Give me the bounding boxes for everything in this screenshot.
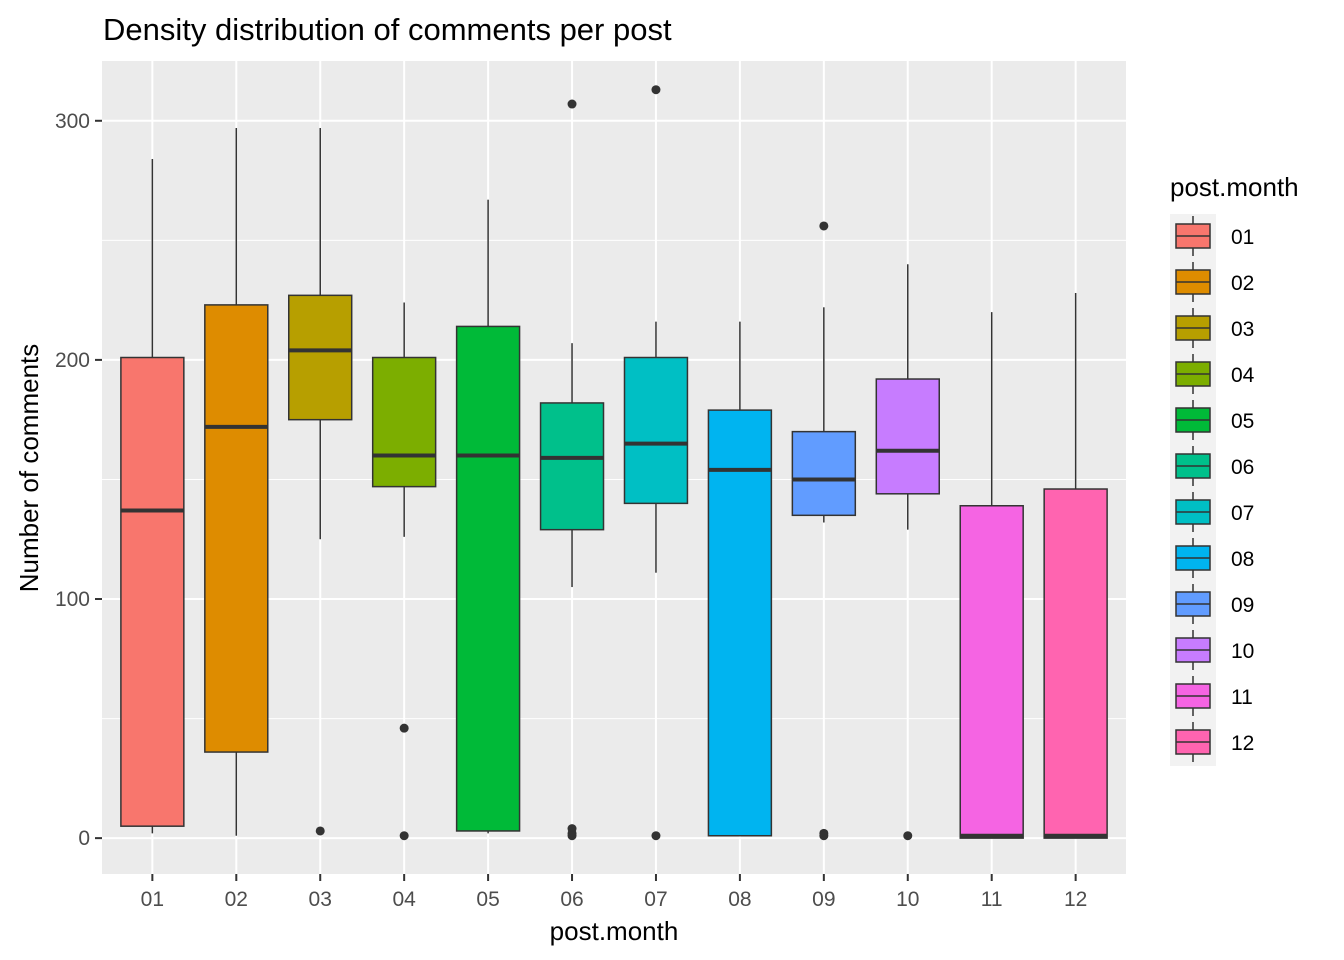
legend-item-08: 08: [1175, 538, 1254, 578]
outlier-point: [651, 85, 661, 95]
legend-label: 08: [1231, 548, 1254, 571]
legend-label: 12: [1231, 732, 1254, 755]
x-tick-label: 09: [812, 888, 835, 911]
box-body: [539, 402, 605, 531]
legend-title: post.month: [1170, 172, 1299, 202]
legend-label: 10: [1231, 640, 1254, 663]
box-body: [455, 325, 521, 832]
box-body: [791, 430, 857, 517]
box-body: [288, 294, 353, 421]
x-axis-title: post.month: [550, 916, 679, 946]
x-tick-label: 10: [896, 888, 919, 911]
legend-label: 03: [1231, 318, 1254, 341]
legend-label: 04: [1231, 364, 1255, 387]
box-08: [707, 321, 773, 837]
box-body: [1043, 488, 1108, 839]
legend-item-02: 02: [1175, 262, 1254, 302]
x-tick-label: 02: [225, 888, 248, 911]
legend-item-09: 09: [1175, 584, 1254, 624]
outlier-point: [819, 831, 829, 841]
legend-label: 11: [1231, 686, 1253, 709]
legend-item-06: 06: [1175, 446, 1254, 486]
box-body: [204, 304, 269, 753]
outlier-point: [651, 831, 661, 841]
box-10: [875, 264, 940, 841]
box-09: [791, 221, 857, 841]
box-03: [288, 127, 353, 836]
outlier-point: [567, 99, 577, 109]
chart-title: Density distribution of comments per pos…: [103, 12, 672, 47]
legend-item-10: 10: [1175, 630, 1254, 670]
box-body: [875, 378, 940, 495]
box-07: [623, 85, 689, 841]
legend-label: 06: [1231, 456, 1254, 479]
legend-item-03: 03: [1175, 308, 1254, 348]
x-tick-label: 07: [644, 888, 667, 911]
grid-minor: [102, 239, 1126, 720]
x-tick-label: 01: [141, 888, 164, 911]
box-12: [1043, 292, 1108, 839]
x-tick-label: 12: [1064, 888, 1087, 911]
legend-label: 02: [1231, 272, 1254, 295]
outlier-point: [819, 221, 829, 231]
boxes: [120, 85, 1108, 841]
legend-item-11: 11: [1175, 676, 1253, 716]
box-body: [623, 356, 689, 505]
outlier-point: [903, 831, 913, 841]
legend-label: 05: [1231, 410, 1254, 433]
box-body: [371, 356, 437, 488]
legend-label: 07: [1231, 502, 1254, 525]
legend-item-04: 04: [1175, 354, 1255, 394]
box-body: [120, 356, 185, 827]
x-tick-label: 08: [728, 888, 751, 911]
box-11: [959, 312, 1024, 839]
legend-background: [1170, 214, 1216, 766]
y-axis-title: Number of comments: [14, 344, 44, 593]
box-body: [959, 505, 1024, 839]
box-02: [204, 127, 269, 836]
y-tick-label: 0: [78, 827, 90, 850]
y-tick-label: 200: [55, 349, 90, 372]
outlier-point: [399, 723, 409, 733]
legend-item-05: 05: [1175, 400, 1254, 440]
x-tick-label: 06: [560, 888, 583, 911]
x-tick-label: 04: [392, 888, 416, 911]
legend-label: 01: [1231, 226, 1254, 249]
legend-item-01: 01: [1175, 216, 1254, 256]
y-tick-label: 100: [55, 588, 90, 611]
outlier-point: [399, 831, 409, 841]
outlier-point: [567, 831, 577, 841]
legend-item-07: 07: [1175, 492, 1254, 532]
y-axis: 0 100 200 300: [55, 110, 102, 850]
box-body: [707, 409, 773, 837]
box-05: [455, 199, 521, 834]
y-tick-label: 300: [55, 110, 90, 133]
box-04: [371, 302, 437, 841]
outlier-point: [315, 826, 325, 836]
box-06: [539, 99, 605, 841]
legend-label: 09: [1231, 594, 1254, 617]
legend: post.month 01 02 03 04 05 06 07 08 09 10 11 12: [1170, 172, 1299, 766]
x-tick-label: 03: [309, 888, 332, 911]
box-01: [120, 159, 185, 834]
x-tick-label: 11: [981, 888, 1003, 911]
legend-item-12: 12: [1175, 722, 1254, 762]
x-tick-label: 05: [476, 888, 499, 911]
x-axis: 01 02 03 04 05 06 07 08 09 10 11 12: [141, 874, 1087, 911]
plot-panel: [102, 61, 1126, 874]
